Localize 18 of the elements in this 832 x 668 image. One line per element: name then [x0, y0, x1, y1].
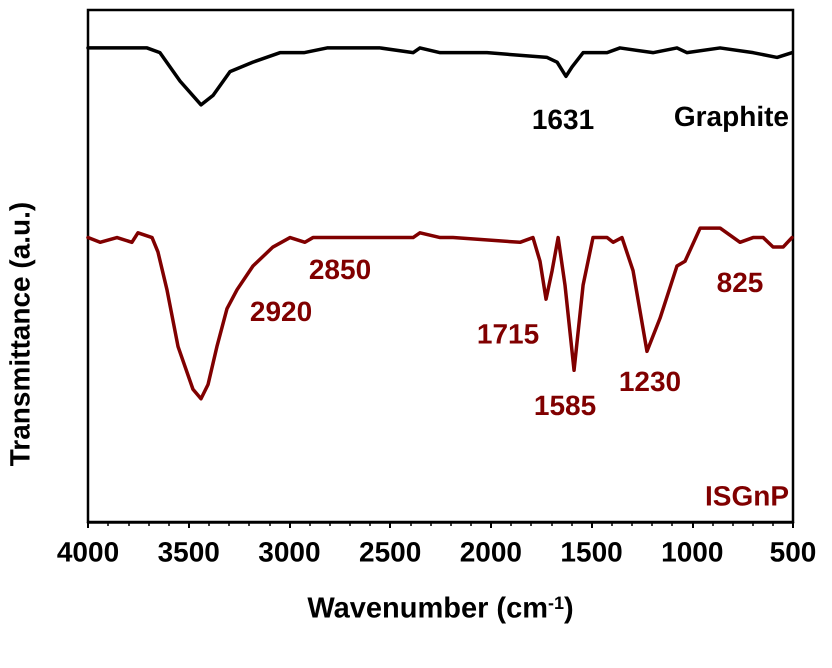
x-tick-label: 3500	[158, 536, 220, 568]
annotation: 825	[716, 266, 764, 298]
x-tick-label: 500	[770, 536, 816, 568]
annotation: 1631	[532, 104, 594, 135]
annotation: 1230	[618, 366, 682, 397]
x-tick-label: 1500	[560, 536, 623, 568]
x-tick-label: 1000	[661, 536, 724, 568]
text: ISGnP	[704, 480, 789, 512]
annotation: 2850	[308, 254, 372, 286]
x-tick-label: 4000	[56, 536, 120, 568]
x-tick-label: 2500	[358, 536, 422, 568]
x-tick-label: 3000	[258, 536, 321, 568]
series-label: Graphite	[674, 100, 789, 132]
annotation: 2920	[250, 296, 312, 328]
y-axis-title: Transmittance (a.u.)	[4, 202, 36, 466]
annotation: 1715	[476, 318, 540, 350]
annotation: 1585	[534, 390, 596, 421]
x-tick-label: 2000	[460, 536, 522, 568]
